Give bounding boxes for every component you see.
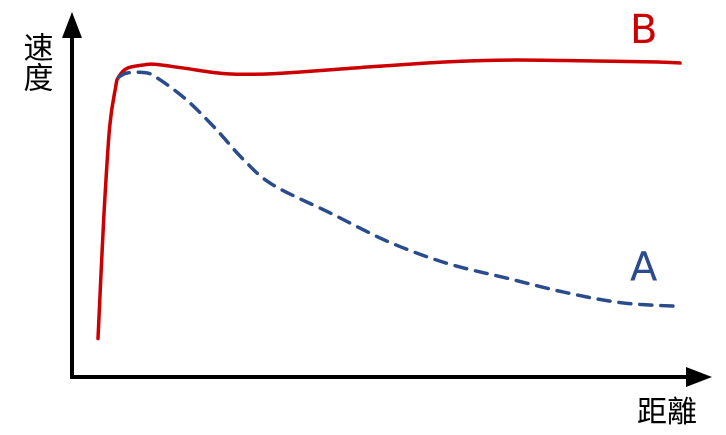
- y-axis-label: 速度: [18, 32, 53, 92]
- x-axis-label: 距離: [637, 395, 697, 430]
- series-a-label: A: [630, 244, 658, 290]
- series-b-line: [96, 58, 682, 341]
- y-axis-arrowhead: [62, 12, 82, 38]
- x-axis-arrowhead: [686, 367, 712, 387]
- series-a-line: [116, 70, 682, 309]
- series-b-label: B: [630, 7, 657, 53]
